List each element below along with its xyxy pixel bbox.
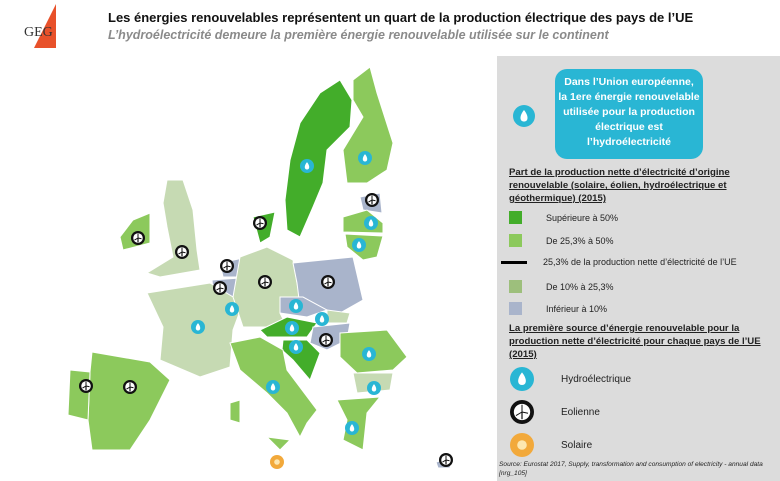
country-region [336,396,382,451]
legend-label: Eolienne [561,406,600,418]
share-legend-title: Part de la production nette d’électricit… [509,167,730,204]
swatch-10-25 [509,280,522,293]
eu-map [67,66,453,469]
swatch-25-50 [509,234,522,247]
hydro-icon [289,340,303,354]
legend-label: Solaire [561,439,593,451]
legend-label: 25,3% de la production nette d’électrici… [543,257,737,267]
wind-turbine-icon [123,380,137,394]
hydro-icon [352,238,366,252]
swatch-sup50 [509,211,522,224]
wind-turbine-icon [175,245,189,259]
wind-turbine-icon [510,400,534,424]
legend-label: De 25,3% à 50% [546,235,614,246]
country-region [284,79,353,238]
country-region [87,351,171,451]
eu-average-line [501,260,527,264]
legend-label: Inférieur à 10% [546,303,608,314]
country-region [229,399,241,424]
country-region [67,369,91,421]
hydro-icon [364,216,378,230]
page-title: Les énergies renouvelables représentent … [108,10,694,25]
wind-turbine-icon [258,275,272,289]
legend-label: Supérieure à 50% [546,212,619,223]
callout-line: utilisée pour la production [563,106,695,118]
wind-turbine-icon [439,453,453,467]
hydro-icon [345,421,359,435]
callout-line: électrique est [595,121,663,133]
hydro-icon [315,312,329,326]
swatch-inf10 [509,302,522,315]
page-subtitle: L’hydroélectricité demeure la première é… [108,28,609,42]
country-region [326,309,351,324]
wind-turbine-icon [79,379,93,393]
wind-turbine-icon [321,275,335,289]
country-region [265,436,292,451]
sun-icon [510,433,534,457]
country-region [145,179,201,278]
hydro-icon [285,321,299,335]
wind-turbine-icon [213,281,227,295]
callout-line: l’hydroélectricité [586,136,672,148]
legend-panel: Dans l’Union européenne, la 1ere énergie… [497,56,780,481]
source-legend-title: La première source d’énergie renouvelabl… [509,323,761,360]
hydro-icon [513,105,535,127]
hydro-icon [225,302,239,316]
hydro-icon [289,299,303,313]
wind-turbine-icon [131,231,145,245]
svg-text:GEG: GEG [24,25,53,40]
hydro-icon [367,381,381,395]
legend-label: Hydroélectrique [561,373,632,385]
hydro-icon [358,151,372,165]
country-region [119,212,151,251]
hydro-icon [510,367,534,391]
callout-line: Dans l’Union européenne, [564,76,694,88]
country-region [342,66,394,184]
hydro-icon [362,347,376,361]
source-note: Source: Eurostat 2017, Supply, transform… [499,461,763,477]
sun-icon [270,455,284,469]
callout-line: la 1ere énergie renouvelable [558,91,700,103]
legend-label: De 10% à 25,3% [546,281,614,292]
wind-turbine-icon [319,333,333,347]
wind-turbine-icon [220,259,234,273]
hydro-icon [300,159,314,173]
callout-box: Dans l’Union européenne, la 1ere énergie… [555,69,703,159]
geg-logo: GEG [24,4,56,48]
wind-turbine-icon [365,193,379,207]
hydro-icon [266,380,280,394]
wind-turbine-icon [253,216,267,230]
hydro-icon [191,320,205,334]
